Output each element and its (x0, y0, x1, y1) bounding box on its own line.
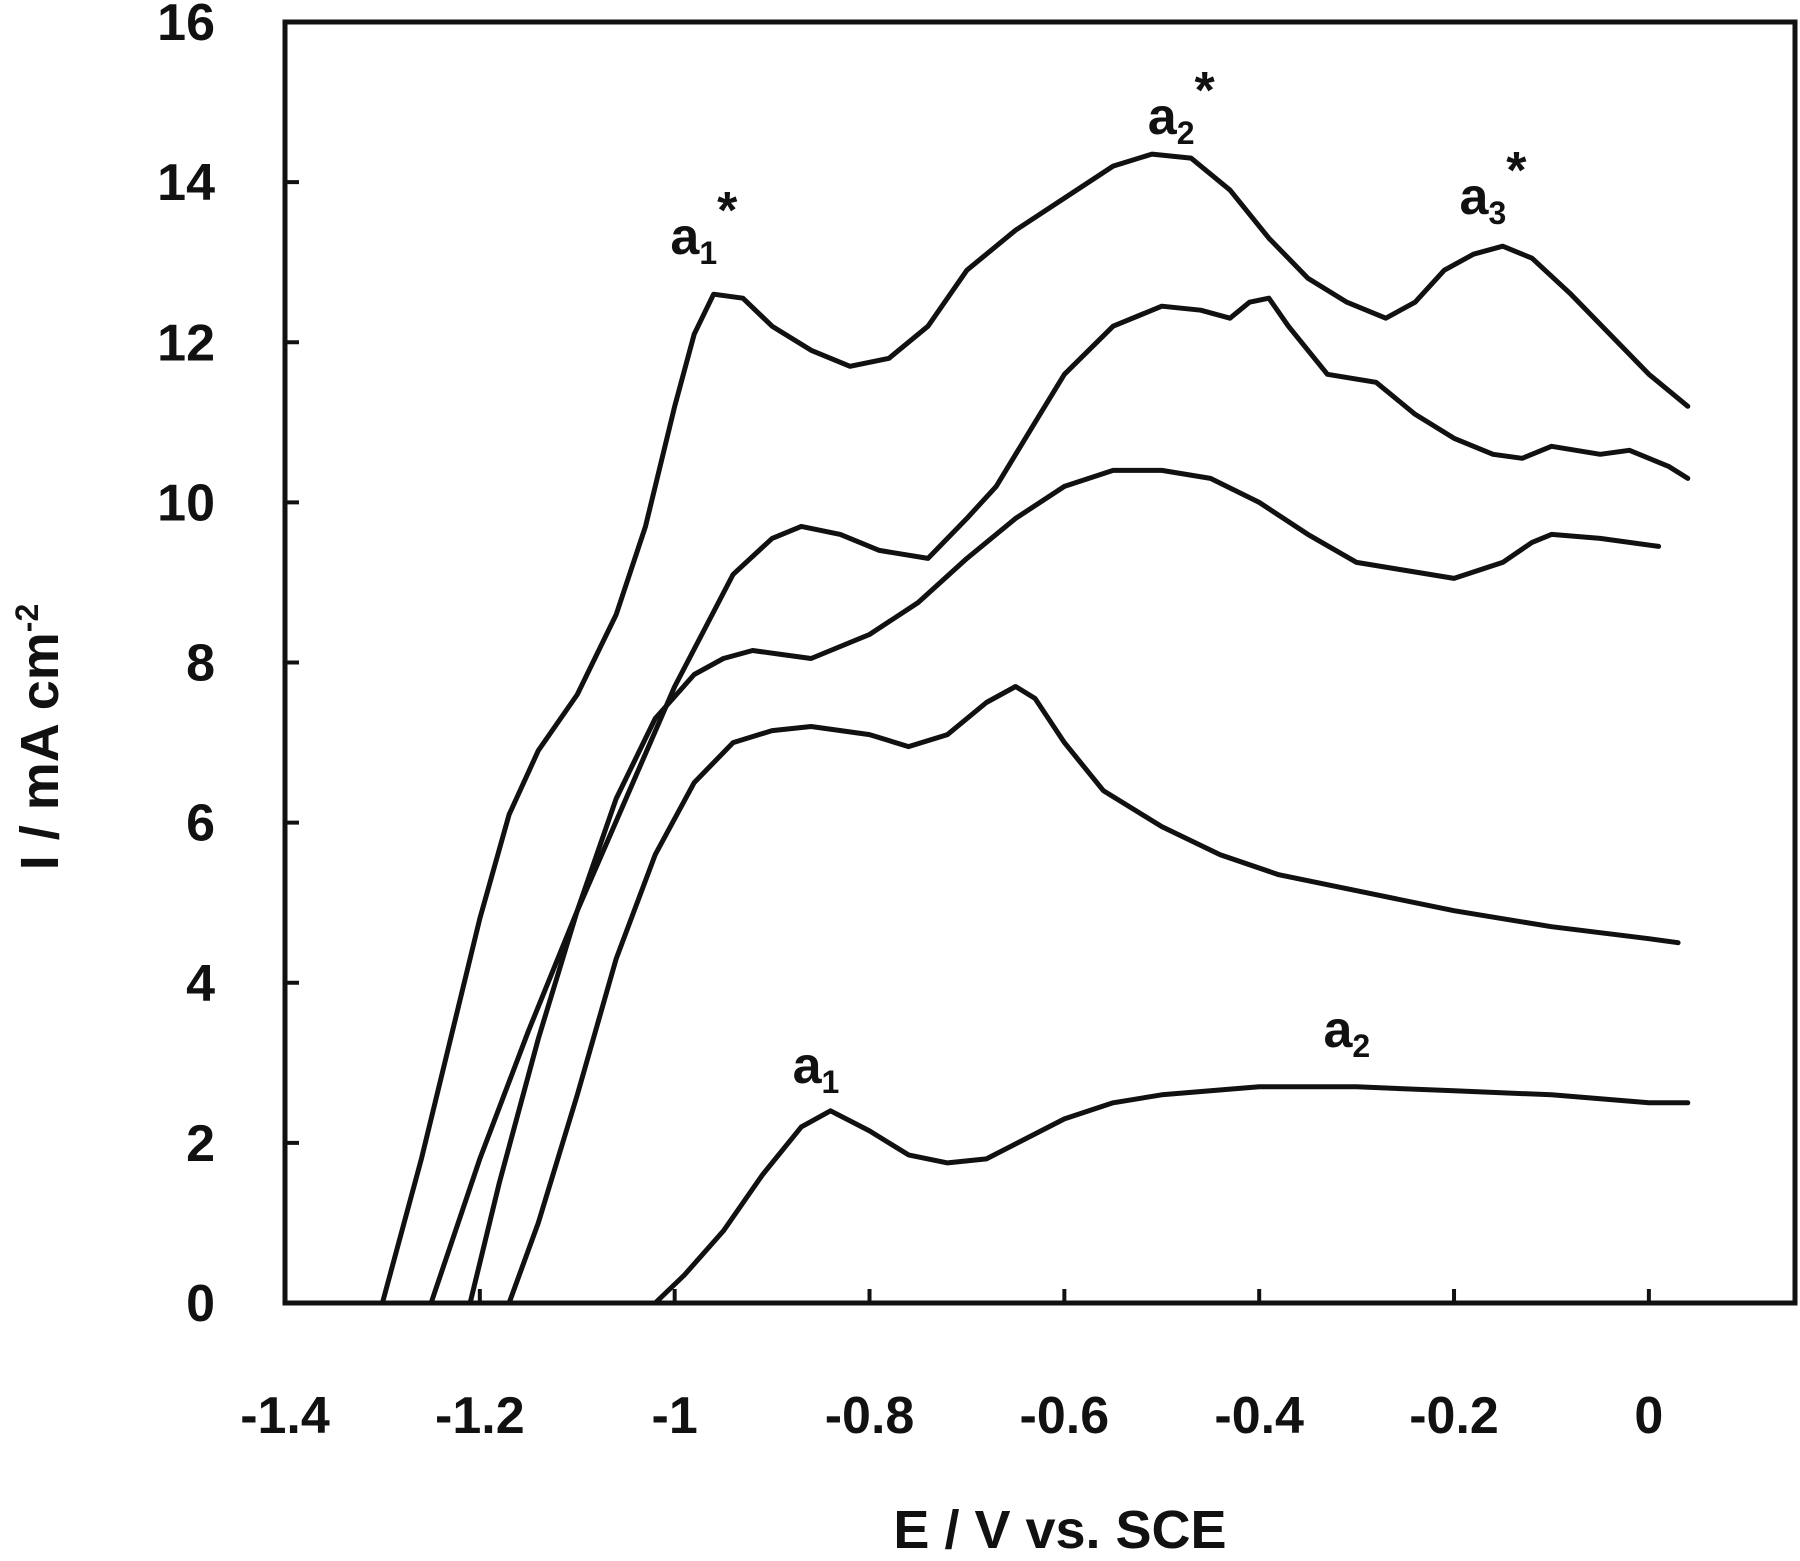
y-tick-label: 16 (157, 0, 215, 52)
y-tick-label: 0 (186, 1275, 215, 1333)
series-lines (379, 151, 1691, 1306)
peak-label-a3-star: a3* (1460, 142, 1528, 231)
peak-label-subscript: 2 (1352, 1028, 1370, 1064)
x-tick-label: -1 (652, 1387, 698, 1445)
y-tick-label: 2 (186, 1115, 215, 1173)
peak-label-a1: a1 (793, 1037, 840, 1100)
peak-label-a2-star: a2* (1148, 62, 1216, 151)
peak-label-letter: a (1460, 168, 1490, 226)
x-axis-title: E / V vs. SCE (893, 1500, 1226, 1560)
x-tick-label: 0 (1634, 1387, 1663, 1445)
peak-label-star: * (1506, 142, 1527, 200)
peak-label-subscript: 1 (821, 1064, 839, 1100)
y-tick-label: 10 (157, 474, 215, 532)
peak-label-letter: a (670, 208, 700, 266)
peak-label-subscript: 3 (1488, 195, 1506, 231)
x-axis-ticks: -1.4 -1.2 -1 -0.8 -0.6 -0.4 -0.2 0 (240, 1289, 1663, 1445)
y-axis-title-main: I / mA cm (10, 632, 70, 870)
x-tick-label: -0.6 (1020, 1387, 1110, 1445)
peak-label-star: * (1194, 62, 1215, 120)
y-axis-title-superscript: -2 (9, 604, 45, 632)
x-tick-label: -1.4 (240, 1387, 330, 1445)
series-line-b (506, 684, 1681, 1306)
peak-label-star: * (717, 182, 738, 240)
y-axis-ticks: 0 2 4 6 8 10 12 14 16 (157, 0, 299, 1333)
peak-label-subscript: 1 (699, 235, 717, 271)
peak-label-letter: a (1148, 88, 1178, 146)
y-tick-label: 6 (186, 795, 215, 853)
y-tick-label: 4 (186, 955, 215, 1013)
x-tick-label: -0.2 (1409, 1387, 1499, 1445)
series-line-d (428, 295, 1691, 1306)
x-tick-label: -0.4 (1214, 1387, 1304, 1445)
peak-label-subscript: 2 (1177, 115, 1195, 151)
series-line-c (467, 467, 1662, 1306)
peak-label-a2: a2 (1324, 1001, 1371, 1064)
y-tick-label: 8 (186, 635, 215, 693)
y-axis-title: I / mA cm-2 (9, 604, 70, 871)
y-tick-label: 12 (157, 314, 215, 372)
peak-label-a1-star: a1* (670, 182, 738, 271)
series-line-e (379, 151, 1691, 1306)
x-tick-label: -1.2 (435, 1387, 525, 1445)
peak-label-letter: a (793, 1037, 823, 1095)
series-line-a (652, 1084, 1691, 1306)
x-tick-label: -0.8 (825, 1387, 915, 1445)
y-tick-label: 14 (157, 154, 215, 212)
peak-label-letter: a (1324, 1001, 1354, 1059)
